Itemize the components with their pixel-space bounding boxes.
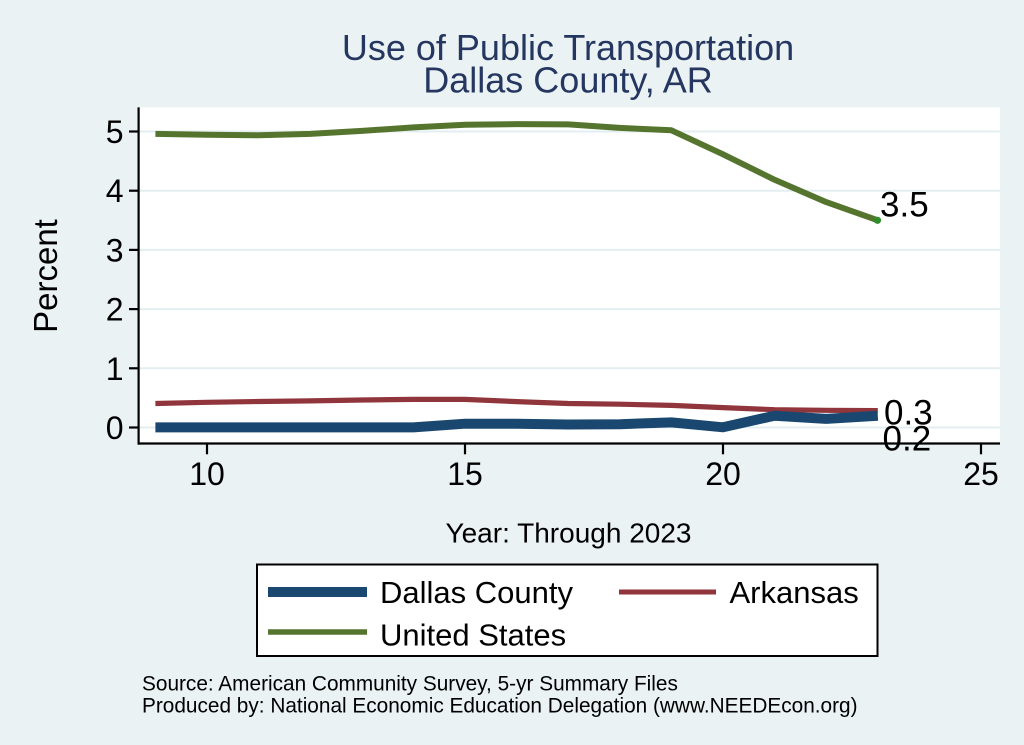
svg-text:2: 2	[106, 292, 124, 328]
svg-text:Use of Public Transportation: Use of Public Transportation	[342, 27, 794, 68]
svg-text:3.5: 3.5	[880, 185, 929, 224]
svg-text:15: 15	[447, 456, 483, 492]
svg-text:Dallas County: Dallas County	[380, 575, 573, 610]
svg-text:1: 1	[106, 351, 124, 387]
svg-text:10: 10	[189, 456, 225, 492]
svg-text:0: 0	[106, 410, 124, 446]
svg-text:0.3: 0.3	[884, 393, 933, 432]
svg-text:25: 25	[963, 456, 999, 492]
svg-text:United States: United States	[380, 617, 566, 652]
svg-text:Arkansas: Arkansas	[730, 575, 859, 610]
svg-text:Source: American Community Sur: Source: American Community Survey, 5-yr …	[142, 673, 678, 696]
svg-text:5: 5	[106, 114, 124, 150]
svg-text:Dallas County, AR: Dallas County, AR	[423, 59, 712, 100]
svg-text:Year: Through 2023: Year: Through 2023	[446, 518, 692, 549]
svg-text:20: 20	[705, 456, 741, 492]
svg-text:4: 4	[106, 173, 124, 209]
svg-text:0.2: 0.2	[883, 419, 932, 458]
svg-text:3: 3	[106, 232, 124, 268]
svg-text:Produced by: National Economic: Produced by: National Economic Education…	[142, 695, 858, 718]
svg-text:Percent: Percent	[27, 219, 64, 333]
